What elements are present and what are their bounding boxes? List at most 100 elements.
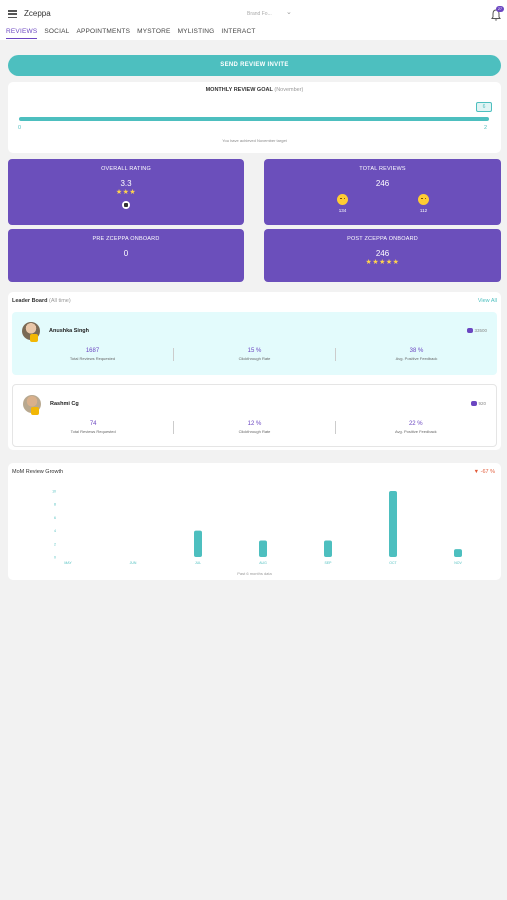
negative-sentiment: 112: [418, 194, 429, 213]
growth-change: ▼ -67 %: [474, 469, 495, 475]
stats-section: OVERALL RATING 3.3 ★★★ TOTAL REVIEWS 246…: [0, 155, 507, 290]
negative-count: 112: [419, 208, 428, 213]
tab-social[interactable]: SOCIAL: [44, 28, 70, 35]
metric-value: 38 %: [409, 348, 424, 354]
tab-mystore[interactable]: MYSTORE: [137, 28, 171, 35]
chart-bar-nov[interactable]: [454, 549, 462, 557]
chart-bar-aug[interactable]: [259, 540, 267, 558]
sentiment-row: 134 112: [264, 194, 501, 213]
tab-mylisting[interactable]: MYLISTING: [177, 28, 215, 35]
sad-face-icon: [418, 194, 429, 205]
overall-rating-title: OVERALL RATING: [101, 166, 151, 172]
post-onboard-stars: ★★★★★: [365, 259, 400, 266]
goal-title-text: MONTHLY REVIEW GOAL: [205, 87, 273, 93]
goal-progress-bar: [19, 117, 489, 121]
x-tick-label: JUN: [130, 561, 137, 565]
chart-bar-jul[interactable]: [194, 530, 202, 557]
down-arrow-icon: ▼: [473, 469, 480, 475]
y-tick-label: 0: [54, 556, 56, 560]
tab-bar: REVIEWS SOCIAL APPOINTMENTS MYSTORE MYLI…: [6, 28, 256, 39]
app-title: Zceppa: [24, 9, 51, 18]
goal-end-label: 2: [484, 125, 488, 131]
leaderboard-row[interactable]: Rashmi Cg 920 74 Total Reviews Requested…: [12, 384, 497, 447]
x-tick-label: SEP: [324, 561, 332, 565]
send-review-invite-button[interactable]: SEND REVIEW INVITE: [8, 55, 501, 76]
view-all-link[interactable]: View All: [477, 298, 497, 304]
leaderboard-title: Leader Board (All time): [12, 298, 71, 304]
top-bar: Zceppa Brand Fo... ⌄ 27 REVIEWS SOCIAL A…: [0, 0, 507, 40]
leaderboard-row[interactable]: Anushka Singh 33500 1687 Total Reviews R…: [12, 312, 497, 375]
overall-rating-stars: ★★★: [115, 189, 137, 196]
y-tick-label: 8: [54, 503, 56, 507]
person-metrics: 74 Total Reviews Requested 12 % Clickthr…: [13, 421, 496, 434]
metric-positive-feedback: 22 % Avg. Positive Feedback: [336, 421, 496, 434]
x-tick-label: JUL: [195, 561, 201, 565]
menu-icon[interactable]: [8, 10, 17, 18]
total-reviews-title: TOTAL REVIEWS: [359, 166, 406, 172]
points-value: 920: [478, 401, 486, 406]
x-tick-label: AUG: [259, 561, 267, 565]
metric-value: 12 %: [247, 421, 262, 427]
x-tick-label: OCT: [389, 561, 397, 565]
metric-value: 1687: [85, 348, 100, 354]
pre-onboard-value: 0: [123, 249, 129, 258]
chart-bar-oct[interactable]: [389, 491, 397, 557]
chevron-down-icon[interactable]: ⌄: [286, 9, 292, 16]
tab-interact[interactable]: INTERACT: [221, 28, 256, 35]
goal-current-bubble: 6: [476, 102, 492, 112]
metric-clickthrough: 12 % Clickthrough Rate: [174, 421, 336, 434]
total-reviews-value: 246: [375, 179, 390, 188]
x-tick-label: MAY: [64, 561, 72, 565]
metric-label: Total Reviews Requested: [70, 429, 116, 434]
metric-clickthrough: 15 % Clickthrough Rate: [174, 348, 336, 361]
leaderboard-card: Leader Board (All time) View All Anushka…: [8, 292, 501, 450]
y-tick-label: 4: [54, 529, 56, 533]
overall-rating-card[interactable]: OVERALL RATING 3.3 ★★★: [8, 159, 244, 225]
positive-sentiment: 134: [337, 194, 348, 213]
post-onboard-card[interactable]: POST ZCEPPA ONBOARD 246 ★★★★★: [264, 229, 501, 282]
total-reviews-card[interactable]: TOTAL REVIEWS 246 134 112: [264, 159, 501, 225]
metric-label: Clickthrough Rate: [238, 356, 271, 361]
leaderboard-title-text: Leader Board: [12, 298, 48, 304]
tab-reviews[interactable]: REVIEWS: [6, 28, 38, 39]
happy-face-icon: [337, 194, 348, 205]
leaderboard-range: (All time): [49, 298, 71, 304]
y-tick-label: 2: [54, 542, 56, 546]
goal-start-label: 0: [18, 125, 22, 131]
metric-label: Avg. Positive Feedback: [394, 429, 437, 434]
metric-label: Clickthrough Rate: [238, 429, 271, 434]
growth-change-value: -67 %: [480, 469, 495, 475]
goal-note: You have achieved November target: [222, 138, 287, 143]
metric-value: 74: [89, 421, 97, 427]
metric-total-requested: 74 Total Reviews Requested: [13, 421, 175, 434]
google-icon: [122, 201, 130, 209]
pre-onboard-title: PRE ZCEPPA ONBOARD: [92, 236, 160, 242]
review-growth-card: MoM Review Growth ▼ -67 % 10 8 6 4 2 0 MAY JUN J…: [8, 463, 501, 580]
chart-note: Past 6 months data: [237, 571, 272, 576]
person-metrics: 1687 Total Reviews Requested 15 % Clickt…: [12, 348, 497, 361]
goal-title: MONTHLY REVIEW GOAL (November): [8, 87, 501, 93]
points-value: 33500: [474, 328, 487, 333]
points: 920: [471, 401, 486, 407]
metric-value: 22 %: [408, 421, 423, 427]
points: 33500: [467, 328, 487, 334]
metric-label: Avg. Positive Feedback: [395, 356, 438, 361]
metric-label: Total Reviews Requested: [69, 356, 116, 361]
y-tick-label: 6: [54, 516, 56, 520]
rank-badge-icon: [31, 407, 39, 415]
metric-total-requested: 1687 Total Reviews Requested: [12, 348, 174, 361]
growth-title: MoM Review Growth: [12, 469, 64, 475]
metric-value: 15 %: [247, 348, 262, 354]
notification-badge: 27: [496, 6, 504, 12]
y-tick-label: 10: [52, 490, 56, 494]
x-tick-label: NOV: [454, 561, 462, 565]
chart-bar-sep[interactable]: [324, 540, 332, 558]
post-onboard-title: POST ZCEPPA ONBOARD: [347, 236, 418, 242]
tab-appointments[interactable]: APPOINTMENTS: [76, 28, 131, 35]
review-growth-chart: 10 8 6 4 2 0 MAY JUN JUL AUG SEP OCT NOV: [52, 490, 462, 566]
points-icon: [471, 401, 478, 407]
pre-onboard-card[interactable]: PRE ZCEPPA ONBOARD 0: [8, 229, 244, 282]
metric-positive-feedback: 38 % Avg. Positive Feedback: [336, 348, 497, 361]
overall-rating-value: 3.3: [120, 179, 132, 188]
brand-select[interactable]: Brand Fo...: [247, 11, 272, 17]
